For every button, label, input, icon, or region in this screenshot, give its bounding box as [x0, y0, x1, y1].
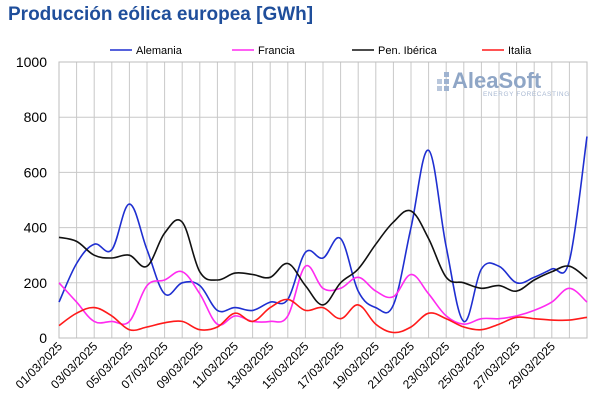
- y-tick-label: 1000: [16, 54, 47, 70]
- logo-name: AleaSoft: [452, 68, 542, 93]
- legend-label-francia: Francia: [258, 45, 296, 57]
- logo-tagline: ENERGY FORECASTING: [483, 91, 570, 98]
- legend-label-italia: Italia: [508, 45, 532, 57]
- x-axis: 01/03/202503/03/202505/03/202507/03/2025…: [13, 339, 558, 392]
- legend-label-pen-ib-rica: Pen. Ibérica: [378, 45, 438, 57]
- y-tick-label: 800: [24, 109, 48, 125]
- series-lines: [58, 136, 588, 334]
- y-axis: 0 200 400 600 800 1000: [16, 54, 47, 346]
- plot-border: [58, 61, 588, 339]
- logo-mark: [437, 72, 449, 91]
- series-line-italia: [58, 298, 588, 334]
- grid: [58, 61, 588, 339]
- series-line-francia: [58, 264, 588, 326]
- y-tick-label: 400: [24, 220, 48, 236]
- legend-label-alemania: Alemania: [136, 45, 183, 57]
- aleasoft-logo: AleaSoft ENERGY FORECASTING: [437, 68, 570, 98]
- y-tick-label: 200: [24, 275, 48, 291]
- y-tick-label: 0: [39, 330, 47, 346]
- series-line-alemania: [58, 136, 588, 323]
- chart-title: Producción eólica europea [GWh]: [8, 4, 314, 25]
- legend: Alemania Francia Pen. Ibérica Italia: [110, 45, 532, 57]
- series-line-pen-ib-rica: [58, 209, 588, 306]
- y-tick-label: 600: [24, 164, 48, 180]
